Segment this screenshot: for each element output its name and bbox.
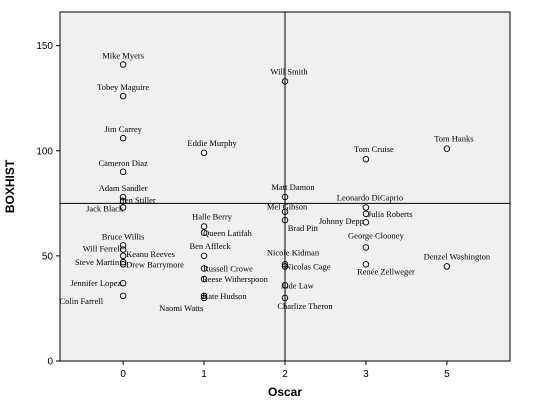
data-point [200, 252, 208, 260]
point-label: Mel Gibson [267, 202, 308, 212]
point-label: Cameron Diaz [98, 158, 148, 168]
data-point [362, 218, 370, 226]
point-label: George Clooney [348, 230, 405, 240]
data-point [200, 229, 208, 237]
point-label: Denzel Washington [424, 251, 491, 261]
point-label: Queen Latifah [203, 228, 253, 238]
point-label: Keanu Reeves [126, 249, 175, 259]
data-point [281, 216, 289, 224]
data-point [362, 261, 370, 268]
point-label: Julia Roberts [368, 209, 413, 219]
point-label: Ben Stiller [119, 195, 156, 205]
data-point [443, 145, 451, 152]
data-point [119, 193, 127, 201]
x-axis: 0 1 2 3 5 [120, 361, 450, 380]
point-label: Bruce Willis [102, 231, 145, 241]
point-label: Will Smith [270, 66, 308, 76]
data-point [119, 204, 127, 211]
data-point [200, 294, 208, 302]
reference-lines [60, 12, 510, 361]
y-axis-title: BOXHIST [3, 159, 17, 213]
x-tick-label: 0 [120, 369, 126, 380]
data-point [443, 263, 451, 270]
point-label: Colin Farrell [59, 296, 103, 306]
point-label: Matt Damon [271, 182, 315, 192]
data-point [362, 204, 370, 211]
point-label: Adam Sandler [99, 183, 148, 193]
data-point [119, 242, 127, 249]
data-points [119, 61, 451, 302]
point-label: Ben Affleck [189, 241, 231, 251]
x-tick-label: 3 [363, 369, 369, 380]
data-point [119, 197, 127, 205]
point-label: Naomi Watts [159, 303, 203, 313]
point-label: Jude Law [281, 280, 315, 290]
x-tick-label: 1 [201, 369, 207, 380]
point-label: Drew Barrymore [126, 259, 184, 269]
data-point [119, 258, 127, 266]
data-point [281, 78, 289, 85]
point-label: Will Ferrell [83, 244, 123, 254]
point-labels: Mike Myers Tobey Maguire Jim Carrey Cameron… [59, 51, 490, 313]
data-point [281, 193, 289, 201]
point-label: Nicole Kidman [267, 247, 320, 257]
point-label: Renée Zellweger [357, 266, 415, 276]
point-label: Leonardo DiCaprio [337, 193, 403, 203]
data-point [362, 155, 370, 163]
data-point [119, 134, 127, 142]
data-point [362, 210, 370, 218]
point-label: Mike Myers [102, 51, 144, 61]
data-point [200, 223, 208, 230]
point-label: Russell Crowe [203, 263, 253, 273]
point-label: Jack Black [86, 204, 124, 214]
point-label: Eddie Murphy [187, 138, 237, 148]
point-label: Halle Berry [192, 211, 233, 221]
point-label: Brad Pitt [288, 223, 319, 233]
x-axis-title: Oscar [268, 385, 302, 399]
data-point [281, 263, 289, 270]
data-point [119, 292, 127, 300]
data-point [200, 265, 208, 272]
y-tick-label: 150 [36, 41, 53, 52]
y-axis: 0 50 100 150 [36, 41, 60, 368]
data-point [362, 244, 370, 251]
data-point [119, 279, 127, 287]
point-label: Jennifer Lopez [70, 278, 121, 288]
data-point [200, 292, 208, 300]
point-label: Nicolas Cage [285, 261, 331, 271]
data-point [200, 275, 208, 283]
data-point [281, 294, 289, 302]
data-point [119, 168, 127, 176]
y-tick-label: 100 [36, 146, 53, 157]
point-label: Charlize Theron [277, 301, 333, 311]
point-label: Tom Hanks [434, 134, 473, 144]
data-point [281, 261, 289, 268]
x-tick-label: 5 [444, 369, 450, 380]
point-label: Kate Hudson [202, 291, 247, 301]
point-label: Steve Martin [75, 257, 120, 267]
point-label: Jim Carrey [104, 124, 142, 134]
data-point [200, 149, 208, 157]
point-label: Johnny Depp [319, 216, 364, 226]
data-point [281, 282, 289, 289]
data-point [119, 261, 127, 268]
x-tick-label: 2 [282, 369, 288, 380]
data-point [119, 246, 127, 253]
data-point [281, 208, 289, 215]
point-label: Tom Cruise [354, 144, 394, 154]
point-label: Tobey Maguire [97, 82, 149, 92]
data-point [119, 61, 127, 68]
y-tick-label: 0 [47, 357, 53, 368]
data-point [119, 252, 127, 260]
data-point [119, 92, 127, 100]
point-label: Reese Witherspoon [202, 274, 269, 284]
y-tick-label: 50 [42, 251, 54, 262]
